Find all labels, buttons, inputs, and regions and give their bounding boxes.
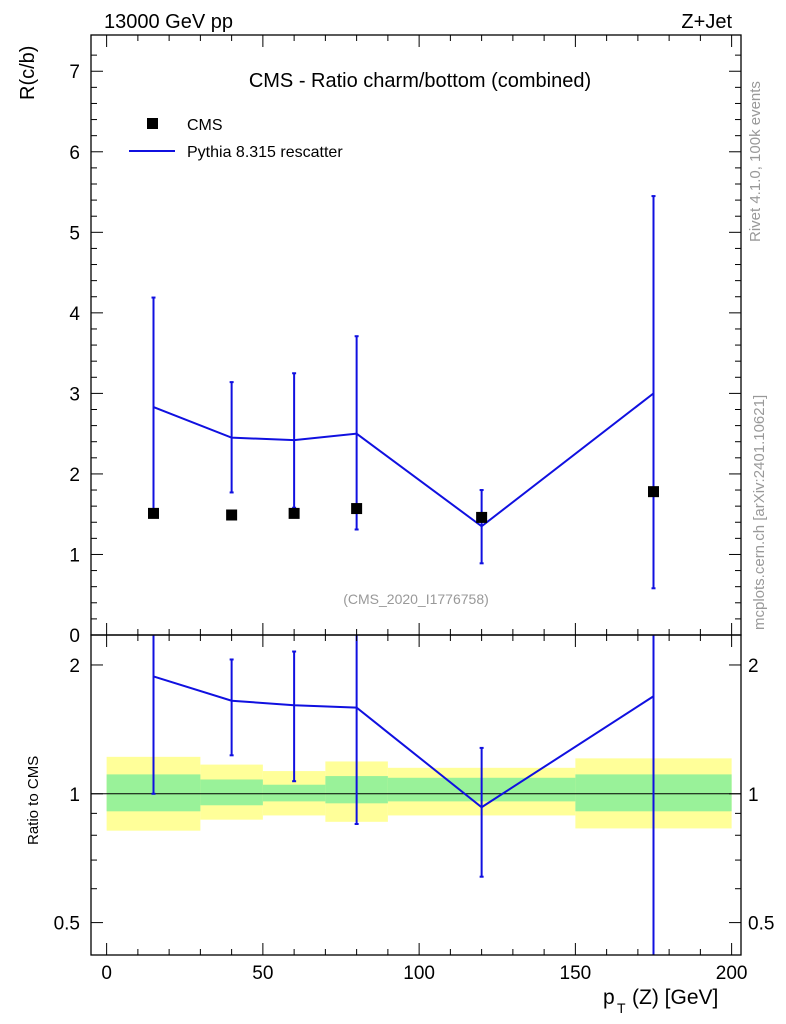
- ratio-panel: 0.5 0.5 1 1 2 2 0 50 100 150 200 Ratio to CMS p T …: [25, 634, 774, 1016]
- ratio-x-tick-label: 0: [101, 963, 112, 984]
- mc-line: [153, 392, 655, 528]
- ratio-marks: [91, 635, 741, 955]
- data-point: [288, 507, 300, 519]
- ratio-y-tick-label-right: 2: [748, 656, 759, 677]
- main-ylabel: R(c/b): [17, 46, 39, 100]
- data-point: [351, 503, 363, 515]
- ratio-frame: [90, 634, 742, 956]
- main-y-tick-label: 7: [69, 62, 80, 83]
- ratio-x-tick-label: 200: [716, 963, 748, 984]
- main-y-tick-label: 2: [69, 465, 80, 486]
- ratio-y-tick-label-right: 1: [748, 785, 759, 806]
- legend: CMS Pythia 8.315 rescatter: [129, 117, 343, 161]
- ratio-ylabel: Ratio to CMS: [25, 756, 42, 845]
- x-axis-title-sub: T: [617, 1000, 626, 1016]
- main-title: CMS - Ratio charm/bottom (combined): [249, 70, 591, 92]
- ratio-band-stat: [262, 784, 326, 802]
- header-right: Z+Jet: [681, 11, 732, 33]
- data-point: [648, 486, 659, 498]
- x-axis-title: p T (Z) [GeV]: [603, 986, 718, 1016]
- main-y-tick-label: 1: [69, 545, 80, 566]
- legend-label-mc: Pythia 8.315 rescatter: [187, 144, 343, 161]
- ratio-mc-line: [153, 675, 655, 809]
- data-point: [476, 511, 488, 523]
- main-y-tick-label: 5: [69, 223, 80, 244]
- main-ticks: 0 1 2 3 4 5 6 7: [69, 35, 741, 647]
- main-panel: 0 1 2 3 4 5 6 7 CMS - Ratio charm/bottom (combi…: [17, 34, 742, 647]
- legend-label-cms: CMS: [187, 117, 223, 134]
- main-y-tick-label: 0: [69, 626, 80, 647]
- x-axis-title-rest: (Z) [GeV]: [632, 986, 718, 1009]
- mcplots-label: mcplots.cern.ch [arXiv:2401.10621]: [751, 395, 768, 630]
- ratio-band-stat: [200, 779, 263, 806]
- x-axis-title-p: p: [603, 986, 615, 1009]
- main-y-tick-label: 4: [69, 304, 80, 325]
- analysis-watermark: (CMS_2020_I1776758): [343, 591, 489, 607]
- ratio-x-tick-label: 150: [560, 963, 592, 984]
- header-left: 13000 GeV pp: [104, 11, 233, 33]
- main-y-tick-label: 3: [69, 384, 80, 405]
- ratio-x-tick-label: 100: [403, 963, 435, 984]
- main-y-tick-label: 6: [69, 143, 80, 164]
- ratio-y-tick-label: 2: [69, 656, 80, 677]
- rivet-label: Rivet 4.1.0, 100k events: [747, 81, 764, 242]
- ratio-y-tick-label: 1: [69, 785, 80, 806]
- ratio-x-tick-label: 50: [252, 963, 273, 984]
- data-point: [226, 509, 238, 521]
- legend-marker-cms: [147, 118, 158, 129]
- ratio-ticks: 0.5 0.5 1 1 2 2 0 50 100 150 200: [54, 635, 774, 984]
- main-marks: [148, 195, 659, 590]
- ratio-y-tick-label-right: 0.5: [748, 914, 774, 935]
- ratio-y-tick-label: 0.5: [54, 914, 80, 935]
- data-point: [148, 507, 159, 519]
